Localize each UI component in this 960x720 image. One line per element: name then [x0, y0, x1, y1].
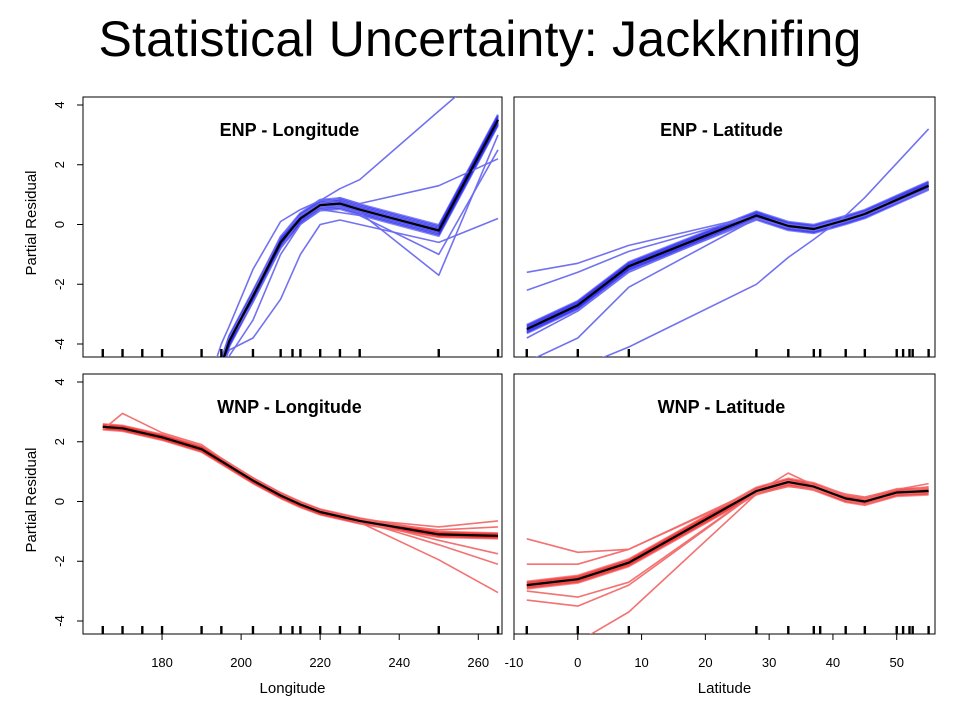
- curve-group: [216, 97, 499, 357]
- fold-line: [602, 128, 930, 357]
- fold-line: [225, 217, 499, 357]
- x-tick-label: 0: [574, 655, 581, 670]
- panel-frame: [513, 373, 936, 635]
- y-tick-label: 0: [52, 221, 67, 228]
- panel-title: ENP - Longitude: [220, 120, 360, 140]
- panel-title: ENP - Latitude: [660, 120, 783, 140]
- band-line: [102, 427, 499, 539]
- x-tick-label: -10: [505, 655, 524, 670]
- y-tick-label: 2: [52, 161, 67, 168]
- band-line: [526, 180, 930, 326]
- band-line: [102, 424, 499, 536]
- panel-title: WNP - Longitude: [217, 397, 362, 417]
- y-tick-label: -4: [52, 338, 67, 350]
- curve-group: [526, 472, 929, 634]
- y-tick-label: 4: [52, 378, 67, 385]
- curve-group: [526, 128, 930, 357]
- band-line: [102, 425, 499, 537]
- fold-line: [526, 184, 929, 291]
- band-line: [526, 477, 929, 583]
- fold-line: [102, 426, 499, 531]
- fold-line: [102, 412, 499, 528]
- fold-line: [227, 149, 499, 357]
- y-tick-label: -2: [52, 555, 67, 567]
- fold-line: [102, 426, 499, 594]
- curve-group: [102, 412, 499, 594]
- fold-line: [526, 472, 929, 598]
- x-tick-label: 20: [698, 655, 712, 670]
- x-tick-label: 180: [151, 655, 173, 670]
- x-tick-label: 200: [230, 655, 252, 670]
- x-tick-label: 40: [826, 655, 840, 670]
- y-tick-label: -4: [52, 615, 67, 627]
- x-tick-label: 240: [388, 655, 410, 670]
- slide-title: Statistical Uncertainty: Jackknifing: [98, 11, 862, 67]
- fold-line: [526, 482, 929, 607]
- band-line: [526, 182, 930, 328]
- panel-title: WNP - Latitude: [658, 397, 786, 417]
- panel-wnp-latitude: WNP - Latitude -10 0 10 20 30 40 50 Latitude: [505, 373, 936, 697]
- x-tick-label: 220: [309, 655, 331, 670]
- panel-frame: [513, 96, 936, 358]
- fold-line: [526, 481, 929, 554]
- fold-line: [535, 187, 929, 357]
- x-tick-label: 30: [762, 655, 776, 670]
- mean-line: [222, 119, 499, 357]
- mean-line: [102, 425, 499, 537]
- panel-enp-latitude: ENP - Latitude: [513, 96, 936, 358]
- x-axis-label: Latitude: [698, 680, 751, 697]
- y-tick-label: -2: [52, 278, 67, 290]
- y-axis-label: Partial Residual: [23, 170, 40, 275]
- band-line: [102, 423, 499, 535]
- x-tick-label: 10: [634, 655, 648, 670]
- fold-line: [222, 134, 499, 357]
- x-tick-label: 50: [889, 655, 903, 670]
- band-line: [526, 183, 930, 329]
- band-line: [526, 478, 929, 584]
- band-line: [102, 427, 499, 539]
- fold-line: [102, 426, 499, 565]
- fold-line: [221, 158, 499, 357]
- fold-line: [216, 97, 457, 357]
- y-tick-label: 4: [52, 101, 67, 108]
- x-tick-label: 260: [467, 655, 489, 670]
- panel-wnp-longitude: WNP - Longitude -4 -2 0 2 4 Partial Residual 18…: [23, 373, 503, 697]
- band-line: [102, 425, 499, 537]
- mean-line: [526, 184, 930, 331]
- x-axis-label: Longitude: [260, 680, 326, 697]
- band-line: [102, 423, 499, 535]
- y-tick-label: 0: [52, 498, 67, 505]
- y-axis-label: Partial Residual: [23, 447, 40, 552]
- mean-line: [526, 481, 929, 587]
- panel-enp-longitude: ENP - Longitude -4 -2 0 2 4 Partial Residual: [23, 96, 503, 358]
- band-line: [102, 426, 499, 538]
- y-tick-label: 2: [52, 438, 67, 445]
- band-line: [102, 428, 499, 540]
